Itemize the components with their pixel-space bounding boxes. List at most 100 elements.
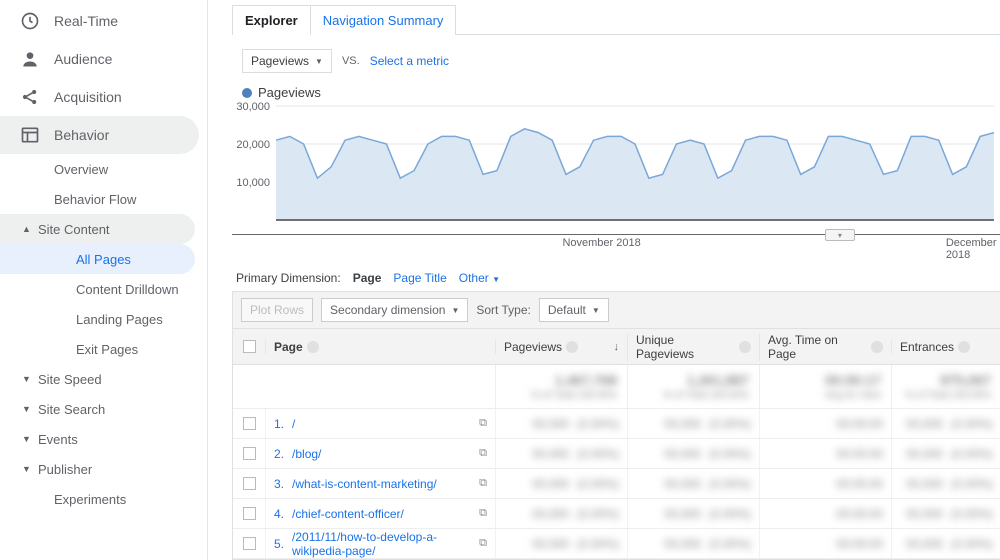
row-index: 2. bbox=[274, 447, 284, 461]
nav-publisher[interactable]: ▼ Publisher bbox=[0, 454, 207, 484]
blurred-value: 00,000 bbox=[906, 507, 943, 521]
blurred-value: (0.00%) bbox=[951, 477, 993, 491]
legend-label: Pageviews bbox=[258, 85, 321, 100]
nav-site-content[interactable]: ▲ Site Content bbox=[0, 214, 195, 244]
pageviews-chart: 10,00020,00030,000 bbox=[232, 102, 1000, 228]
help-icon bbox=[566, 341, 578, 353]
blurred-value: (0.00%) bbox=[709, 537, 751, 551]
col-pageviews[interactable]: Pageviews ↓ bbox=[495, 340, 627, 354]
nav-label: Behavior bbox=[54, 127, 109, 143]
blurred-value: 00:00:00 bbox=[836, 417, 883, 431]
open-link-icon[interactable]: ⧉ bbox=[479, 417, 487, 430]
col-page[interactable]: Page bbox=[265, 340, 495, 354]
blurred-value: (0.00%) bbox=[709, 507, 751, 521]
nav-all-pages[interactable]: All Pages bbox=[0, 244, 195, 274]
nav-label: Site Search bbox=[38, 402, 105, 417]
col-unique-pageviews[interactable]: Unique Pageviews bbox=[627, 333, 759, 361]
nav-site-speed[interactable]: ▼ Site Speed bbox=[0, 364, 207, 394]
blurred-value: 00,000 bbox=[532, 477, 569, 491]
timeline-axis: November 2018 December 2018 ▾ bbox=[232, 234, 1000, 255]
blurred-value: 00,000 bbox=[532, 417, 569, 431]
page-cell[interactable]: 3. /what-is-content-marketing/ ⧉ bbox=[265, 469, 495, 498]
open-link-icon[interactable]: ⧉ bbox=[479, 537, 487, 550]
svg-text:20,000: 20,000 bbox=[236, 139, 270, 151]
dropdown-label: Default bbox=[548, 303, 586, 317]
table-row: 3. /what-is-content-marketing/ ⧉ 00,000 (0.0… bbox=[233, 469, 1000, 499]
share-icon bbox=[20, 87, 40, 107]
primary-dimension-row: Primary Dimension: Page Page Title Other… bbox=[236, 271, 1000, 285]
blurred-value: 00:00:00 bbox=[836, 537, 883, 551]
blurred-value: 00,000 bbox=[532, 507, 569, 521]
report-tabs: Explorer Navigation Summary bbox=[232, 4, 1000, 35]
open-link-icon[interactable]: ⧉ bbox=[479, 477, 487, 490]
nav-label: Real-Time bbox=[54, 13, 118, 29]
dimension-other[interactable]: Other ▼ bbox=[459, 271, 500, 285]
row-index: 3. bbox=[274, 477, 284, 491]
plot-rows-button[interactable]: Plot Rows bbox=[241, 298, 313, 322]
col-entrances[interactable]: Entrances bbox=[891, 340, 1000, 354]
secondary-dimension-dropdown[interactable]: Secondary dimension ▼ bbox=[321, 298, 468, 322]
blurred-value: % of Total 100.00% bbox=[905, 390, 991, 401]
nav-audience[interactable]: Audience bbox=[0, 40, 207, 78]
blurred-value: 00,000 bbox=[906, 447, 943, 461]
blurred-value: (0.00%) bbox=[951, 507, 993, 521]
nav-site-search[interactable]: ▼ Site Search bbox=[0, 394, 207, 424]
tab-explorer[interactable]: Explorer bbox=[232, 5, 311, 35]
blurred-value: (0.00%) bbox=[951, 417, 993, 431]
row-index: 4. bbox=[274, 507, 284, 521]
row-checkbox[interactable] bbox=[243, 417, 256, 430]
nav-overview[interactable]: Overview bbox=[0, 154, 207, 184]
clock-icon bbox=[20, 11, 40, 31]
blurred-value: (0.00%) bbox=[709, 477, 751, 491]
page-cell[interactable]: 4./chief-content-officer/⧉ bbox=[265, 499, 495, 528]
open-link-icon[interactable]: ⧉ bbox=[479, 447, 487, 460]
select-metric-link[interactable]: Select a metric bbox=[370, 54, 449, 68]
select-all-checkbox[interactable] bbox=[243, 340, 256, 353]
nav-realtime[interactable]: Real-Time bbox=[0, 2, 207, 40]
page-path: /what-is-content-marketing/ bbox=[292, 477, 471, 491]
table-row: 5./2011/11/how-to-develop-a-wikipedia-pa… bbox=[233, 529, 1000, 559]
page-path: /2011/11/how-to-develop-a-wikipedia-page… bbox=[292, 530, 471, 558]
timeline-slider[interactable]: ▾ bbox=[825, 229, 855, 241]
dimension-page-title[interactable]: Page Title bbox=[393, 271, 446, 285]
nav-behavior-flow[interactable]: Behavior Flow bbox=[0, 184, 207, 214]
timeline-tick: November 2018 bbox=[562, 237, 640, 249]
nav-behavior[interactable]: Behavior bbox=[0, 116, 199, 154]
table-row: 2./blog/⧉00,000(0.00%)00,000(0.00%)00:00… bbox=[233, 439, 1000, 469]
table-row: 1./⧉00,000(0.00%)00,000(0.00%)00:00:0000… bbox=[233, 409, 1000, 439]
nav-events[interactable]: ▼ Events bbox=[0, 424, 207, 454]
primary-metric-dropdown[interactable]: Pageviews ▼ bbox=[242, 49, 332, 73]
blurred-value: 00,000 bbox=[664, 417, 701, 431]
row-checkbox[interactable] bbox=[243, 477, 256, 490]
open-link-icon[interactable]: ⧉ bbox=[479, 507, 487, 520]
sort-type-dropdown[interactable]: Default ▼ bbox=[539, 298, 609, 322]
tab-nav-summary[interactable]: Navigation Summary bbox=[311, 5, 457, 35]
dimension-label: Primary Dimension: bbox=[236, 271, 341, 285]
nav-experiments[interactable]: Experiments bbox=[0, 484, 207, 514]
page-path: / bbox=[292, 417, 471, 431]
blurred-value: 00,000 bbox=[532, 537, 569, 551]
nav-label: Acquisition bbox=[54, 89, 122, 105]
col-avg-time[interactable]: Avg. Time on Page bbox=[759, 333, 891, 361]
page-cell[interactable]: 1. / ⧉ bbox=[265, 409, 495, 438]
chevron-down-icon: ▼ bbox=[315, 57, 323, 66]
table-summary-row: 1,467,768% of Total 100.00% 1,261,887% o… bbox=[233, 365, 1000, 409]
nav-landing-pages[interactable]: Landing Pages bbox=[0, 304, 207, 334]
chevron-down-icon: ▼ bbox=[451, 306, 459, 315]
blurred-value: (0.00%) bbox=[709, 447, 751, 461]
row-checkbox[interactable] bbox=[243, 537, 256, 550]
row-index: 1. bbox=[274, 417, 284, 431]
nav-content-drilldown[interactable]: Content Drilldown bbox=[0, 274, 207, 304]
page-cell[interactable]: 5./2011/11/how-to-develop-a-wikipedia-pa… bbox=[265, 529, 495, 558]
nav-exit-pages[interactable]: Exit Pages bbox=[0, 334, 207, 364]
help-icon bbox=[307, 341, 319, 353]
nav-acquisition[interactable]: Acquisition bbox=[0, 78, 207, 116]
nav-label: Audience bbox=[54, 51, 112, 67]
page-cell[interactable]: 2./blog/⧉ bbox=[265, 439, 495, 468]
chevron-down-icon: ▼ bbox=[592, 306, 600, 315]
row-checkbox[interactable] bbox=[243, 447, 256, 460]
dimension-page[interactable]: Page bbox=[353, 271, 382, 285]
blurred-value: 00:00:00 bbox=[836, 477, 883, 491]
row-checkbox[interactable] bbox=[243, 507, 256, 520]
blurred-value: (0.00%) bbox=[577, 477, 619, 491]
